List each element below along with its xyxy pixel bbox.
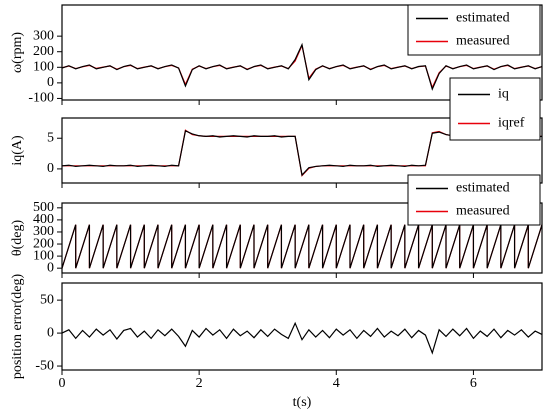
y-tick-label: 0 [47, 325, 54, 340]
y-axis-label: ω(rpm) [10, 32, 25, 73]
legend-label: measured [456, 34, 510, 49]
y-tick-label: -100 [28, 91, 54, 106]
y-tick-label: 500 [33, 200, 54, 215]
y-tick-label: 5 [47, 130, 54, 145]
x-tick-label: 2 [196, 376, 203, 391]
y-tick-label: 100 [33, 60, 54, 75]
x-tick-label: 0 [59, 376, 66, 391]
y-tick-label: -50 [35, 358, 54, 373]
y-tick-label: 0 [47, 161, 54, 176]
y-tick-label: 0 [47, 260, 54, 275]
y-tick-label: 200 [33, 236, 54, 251]
x-tick-label: 4 [333, 376, 340, 391]
plot-frame [61, 282, 543, 371]
x-axis-label: t(s) [293, 395, 312, 410]
legend-box [449, 77, 541, 141]
y-tick-label: 200 [33, 44, 54, 59]
series-line [62, 321, 542, 355]
y-tick-label: 300 [33, 224, 54, 239]
legend-label: estimated [456, 11, 510, 26]
y-tick-label: 300 [33, 28, 54, 43]
y-axis-label: position error(deg) [10, 273, 25, 379]
y-tick-label: 400 [33, 212, 54, 227]
y-axis-label: iq(A) [10, 135, 25, 166]
y-axis-label: θ(deg) [10, 220, 25, 257]
plot-frame [61, 117, 543, 184]
plot-frame [61, 202, 543, 274]
y-tick-label: 50 [40, 292, 54, 307]
plot-frame [61, 4, 543, 101]
legend-label: iqref [498, 116, 525, 131]
legend-box [407, 174, 541, 226]
y-tick-label: 0 [47, 75, 54, 90]
x-tick-label: 6 [470, 376, 477, 391]
series-line [62, 42, 542, 91]
legend-label: estimated [456, 181, 510, 196]
series-line [62, 224, 542, 269]
y-tick-label: 100 [33, 248, 54, 263]
legend-box [407, 4, 541, 56]
legend-label: iq [498, 87, 509, 102]
legend-label: measured [456, 204, 510, 219]
